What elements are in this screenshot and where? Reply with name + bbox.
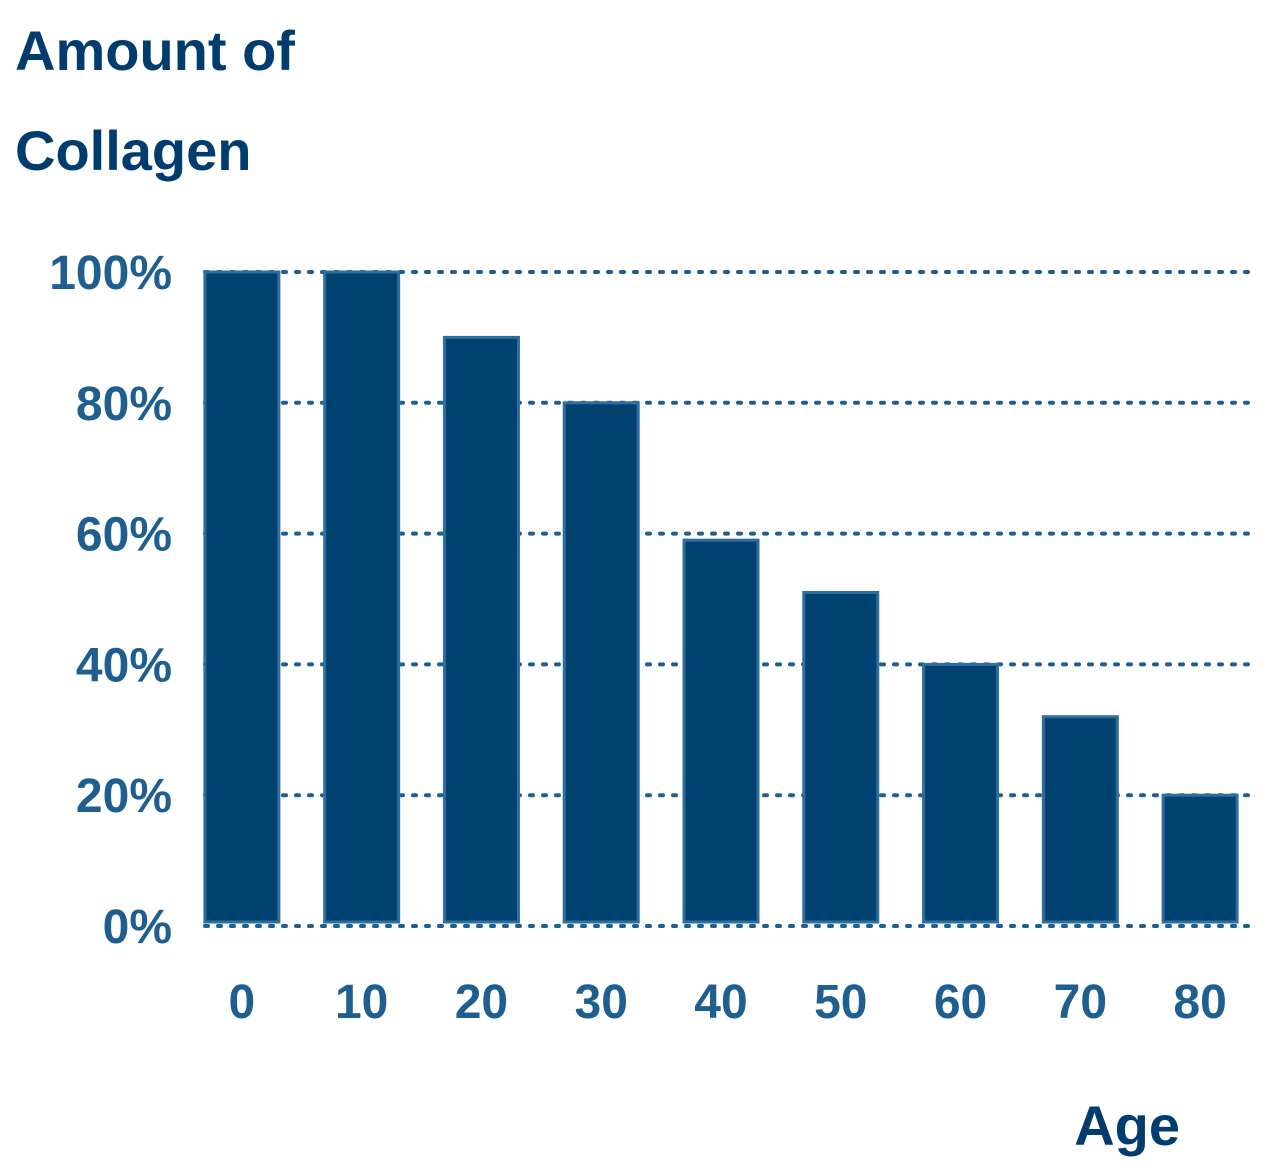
- x-tick-label: 40: [694, 976, 747, 1029]
- y-tick-label: 100%: [49, 247, 172, 300]
- x-tick-label: 70: [1054, 976, 1107, 1029]
- x-axis-title: Age: [1074, 1094, 1180, 1157]
- bar-age-70: [1041, 715, 1119, 924]
- bar-age-30: [562, 401, 640, 924]
- bar-age-20: [442, 335, 520, 924]
- bar-age-10: [323, 270, 401, 924]
- x-tick-label: 0: [229, 976, 256, 1029]
- y-tick-labels: 0% 20% 40% 60% 80% 100%: [49, 247, 172, 954]
- y-tick-label: 80%: [76, 378, 172, 431]
- y-axis-title-line-1: Amount of: [15, 19, 295, 82]
- bar-age-60: [922, 662, 1000, 924]
- x-tick-label: 60: [934, 976, 987, 1029]
- y-tick-label: 40%: [76, 639, 172, 692]
- x-tick-label: 50: [814, 976, 867, 1029]
- bar-age-40: [682, 538, 760, 924]
- y-tick-label: 60%: [76, 509, 172, 562]
- x-tick-label: 30: [575, 976, 628, 1029]
- x-tick-label: 10: [335, 976, 388, 1029]
- bar-age-50: [802, 590, 880, 924]
- x-tick-label: 20: [455, 976, 508, 1029]
- y-tick-label: 20%: [76, 770, 172, 823]
- bar-age-80: [1161, 793, 1239, 924]
- y-tick-label: 0%: [103, 901, 172, 954]
- bar-age-0: [203, 270, 281, 924]
- bars: [203, 270, 1239, 924]
- y-axis-title-line-2: Collagen: [15, 119, 251, 182]
- x-tick-labels: 0 10 20 30 40 50 60 70 80: [229, 976, 1227, 1029]
- x-tick-label: 80: [1173, 976, 1226, 1029]
